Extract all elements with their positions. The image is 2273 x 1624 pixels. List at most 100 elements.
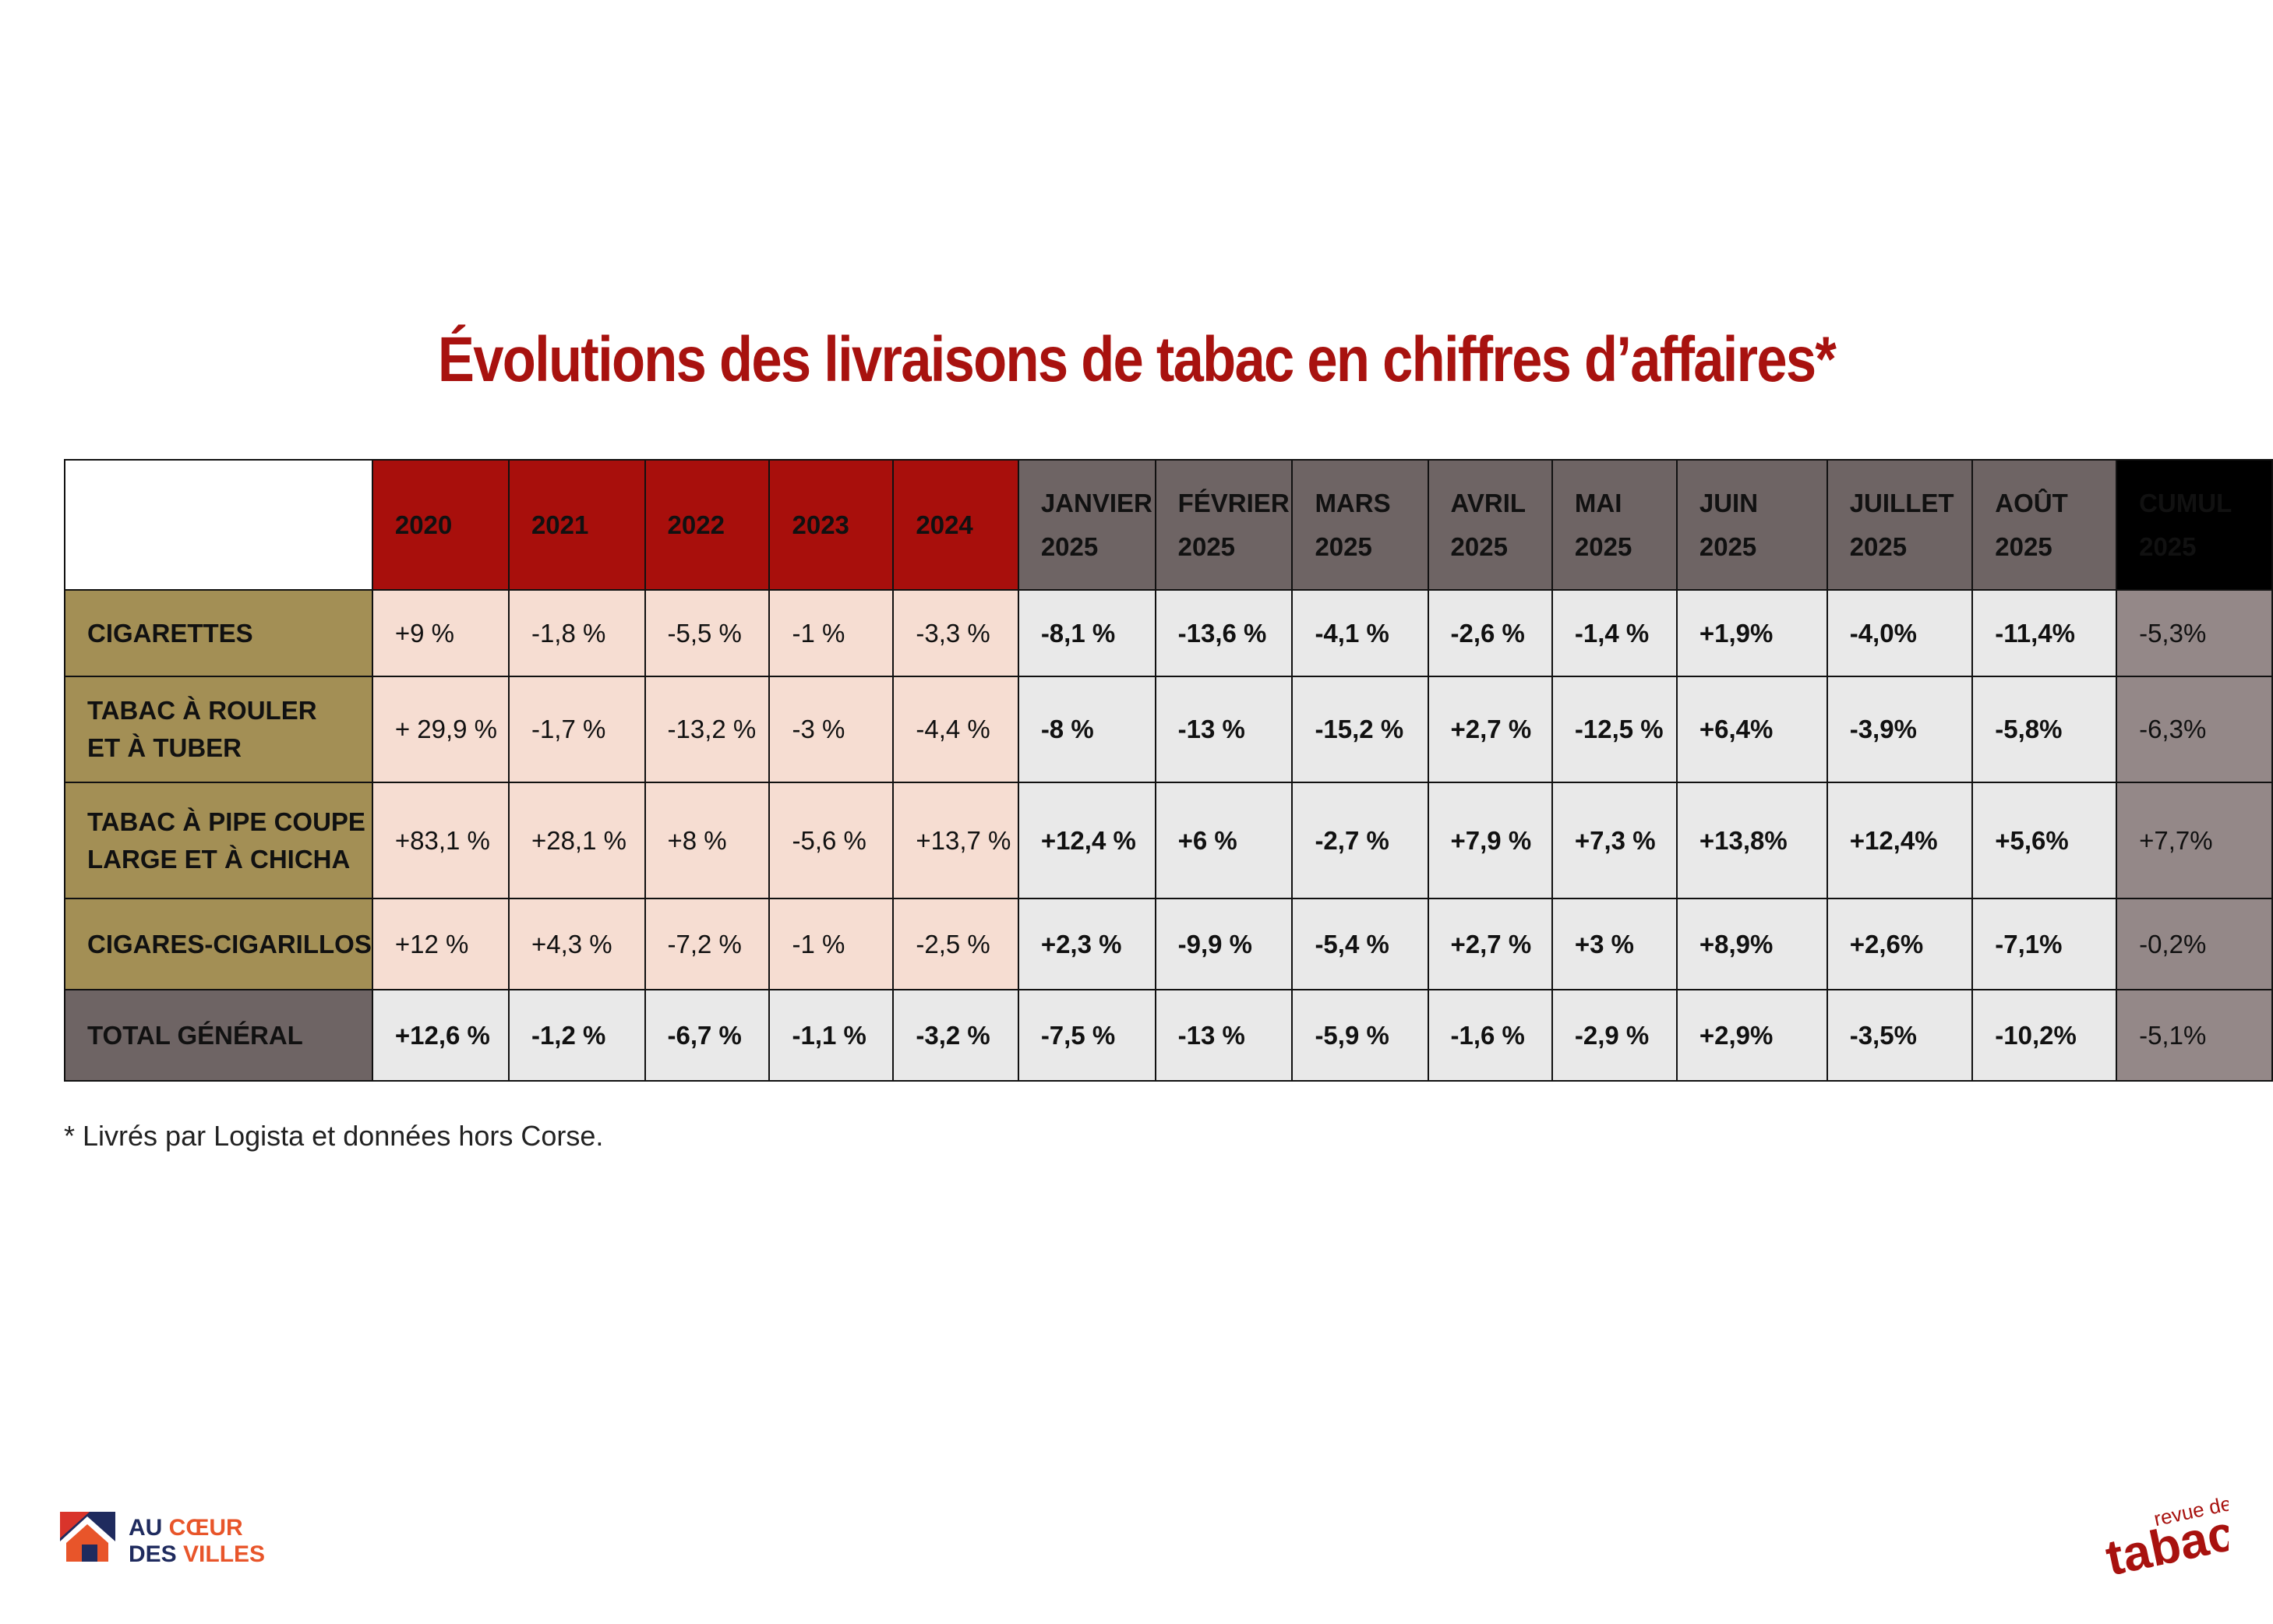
row-label-line2: ET À TUBER (87, 733, 242, 762)
row-label-line1: TABAC À PIPE COUPE (87, 807, 365, 836)
row-label: CIGARES-CIGARILLOS (64, 898, 373, 990)
table-cell: -1,8 % (507, 589, 646, 677)
row-label-line1: TABAC À ROULER (87, 696, 317, 725)
table-cell: -5,5 % (644, 589, 771, 677)
table-cell: -2,6 % (1427, 589, 1553, 677)
col-header-aout: AOÛT 2025 (1971, 459, 2118, 591)
table-cell: -12,5 % (1551, 676, 1678, 783)
col-header-2020: 2020 (371, 459, 510, 591)
table-cell: +8,9% (1675, 898, 1828, 990)
table-cell: +28,1 % (507, 782, 646, 899)
table-cell: +4,3 % (507, 898, 646, 990)
table-cell: -2,7 % (1291, 782, 1429, 899)
table-body: CIGARETTES +9 % -1,8 % -5,5 % -1 % -3,3 % -8,1… (64, 589, 2273, 1082)
col-header-2021: 2021 (507, 459, 646, 591)
col-header-janvier: JANVIER 2025 (1017, 459, 1156, 591)
table-cell: +9 % (371, 589, 510, 677)
table-cell: +2,9% (1675, 989, 1828, 1082)
table-cell: -13,6 % (1154, 589, 1294, 677)
col-header-cumul: CUMUL 2025 (2116, 459, 2273, 591)
table-cell: +12,4% (1826, 782, 1974, 899)
row-label-line1: CIGARETTES (87, 618, 253, 648)
revue-des-tabacs-logo: revue des tabacs (2096, 1489, 2267, 1586)
table-cell: -13 % (1154, 989, 1294, 1082)
col-header-juillet: JUILLET 2025 (1826, 459, 1974, 591)
table-cell: +6,4% (1675, 676, 1828, 783)
table-cell: -13,2 % (644, 676, 771, 783)
table-cell: +2,3 % (1017, 898, 1156, 990)
table-cell: -0,2% (2116, 898, 2273, 990)
table-cell: -6,7 % (644, 989, 771, 1082)
table-cell: -6,3% (2116, 676, 2273, 783)
chart-title: Évolutions des livraisons de tabac en ch… (437, 324, 1837, 395)
table-cell: +12,4 % (1017, 782, 1156, 899)
au-coeur-des-villes-logo: AU CŒUR DES VILLES (58, 1510, 292, 1573)
table-cell: -5,4 % (1291, 898, 1429, 990)
table-cell: +7,9 % (1427, 782, 1553, 899)
revue-des-tabacs-mark: revue des tabacs (2101, 1489, 2267, 1586)
table-cell: -1,6 % (1427, 989, 1553, 1082)
table-cell: -5,8% (1971, 676, 2118, 783)
table-cell: -3,2 % (892, 989, 1019, 1082)
table-cell: -2,9 % (1551, 989, 1678, 1082)
table-cell: -2,5 % (892, 898, 1019, 990)
col-header-mars: MARS 2025 (1291, 459, 1429, 591)
table-cell: +83,1 % (371, 782, 510, 899)
table-cell: -10,2% (1971, 989, 2118, 1082)
table-cell: -4,0% (1826, 589, 1974, 677)
table-cell: -11,4% (1971, 589, 2118, 677)
table-cell: -5,9 % (1291, 989, 1429, 1082)
table-cell: +3 % (1551, 898, 1678, 990)
table-cell: -7,1% (1971, 898, 2118, 990)
row-total-general: TOTAL GÉNÉRAL +12,6 % -1,2 % -6,7 % -1,1 % -3… (64, 989, 2273, 1082)
table-cell: +2,6% (1826, 898, 1974, 990)
col-header-2024: 2024 (892, 459, 1019, 591)
table-cell: +8 % (644, 782, 771, 899)
table-cell: -5,3% (2116, 589, 2273, 677)
logo-left-text: AU CŒUR DES VILLES (129, 1515, 266, 1567)
table-cell: -3,3 % (892, 589, 1019, 677)
table-cell: -3,5% (1826, 989, 1974, 1082)
row-tabac-a-rouler: TABAC À ROULER ET À TUBER + 29,9 % -1,7 % -1… (64, 676, 2273, 783)
table-cell: +5,6% (1971, 782, 2118, 899)
table-cell: -1,1 % (768, 989, 895, 1082)
table-cell: -9,9 % (1154, 898, 1294, 990)
table-cell: +13,7 % (892, 782, 1019, 899)
table-cell: +2,7 % (1427, 676, 1553, 783)
col-header-juin: JUIN 2025 (1675, 459, 1828, 591)
header-row: 2020 2021 2022 2023 2024 JANVIER 2025 FÉV… (64, 459, 2273, 591)
table-cell: -7,2 % (644, 898, 771, 990)
col-header-mai: MAI 2025 (1551, 459, 1678, 591)
table-cell: -5,1% (2116, 989, 2273, 1082)
table-cell: -1,4 % (1551, 589, 1678, 677)
table-cell: +1,9% (1675, 589, 1828, 677)
header-corner (64, 459, 373, 591)
row-cigares-cigarillos: CIGARES-CIGARILLOS +12 % +4,3 % -7,2 % -1 % -… (64, 898, 2273, 990)
table-cell: +2,7 % (1427, 898, 1553, 990)
table-cell: +7,3 % (1551, 782, 1678, 899)
table-cell: -5,6 % (768, 782, 895, 899)
table-cell: -13 % (1154, 676, 1294, 783)
table-cell: + 29,9 % (371, 676, 510, 783)
table-cell: -3 % (768, 676, 895, 783)
table-cell: +6 % (1154, 782, 1294, 899)
footnote: * Livrés par Logista et données hors Cor… (64, 1120, 604, 1152)
col-header-2022: 2022 (644, 459, 771, 591)
table-cell: -15,2 % (1291, 676, 1429, 783)
row-label-line1: TOTAL GÉNÉRAL (87, 1020, 303, 1050)
row-tabac-a-pipe: TABAC À PIPE COUPE LARGE ET À CHICHA +83,1… (64, 782, 2273, 899)
table-cell: -3,9% (1826, 676, 1974, 783)
table-cell: +13,8% (1675, 782, 1828, 899)
row-label: TABAC À ROULER ET À TUBER (64, 676, 373, 783)
row-label: TABAC À PIPE COUPE LARGE ET À CHICHA (64, 782, 373, 899)
table-cell: -8,1 % (1017, 589, 1156, 677)
col-header-2023: 2023 (768, 459, 895, 591)
row-label: CIGARETTES (64, 589, 373, 677)
row-label-line1: CIGARES-CIGARILLOS (87, 929, 372, 959)
table-cell: -8 % (1017, 676, 1156, 783)
table-cell: -1,7 % (507, 676, 646, 783)
table-cell: +12,6 % (371, 989, 510, 1082)
table-cell: -1,2 % (507, 989, 646, 1082)
col-header-fevrier: FÉVRIER 2025 (1154, 459, 1294, 591)
row-label: TOTAL GÉNÉRAL (64, 989, 373, 1082)
